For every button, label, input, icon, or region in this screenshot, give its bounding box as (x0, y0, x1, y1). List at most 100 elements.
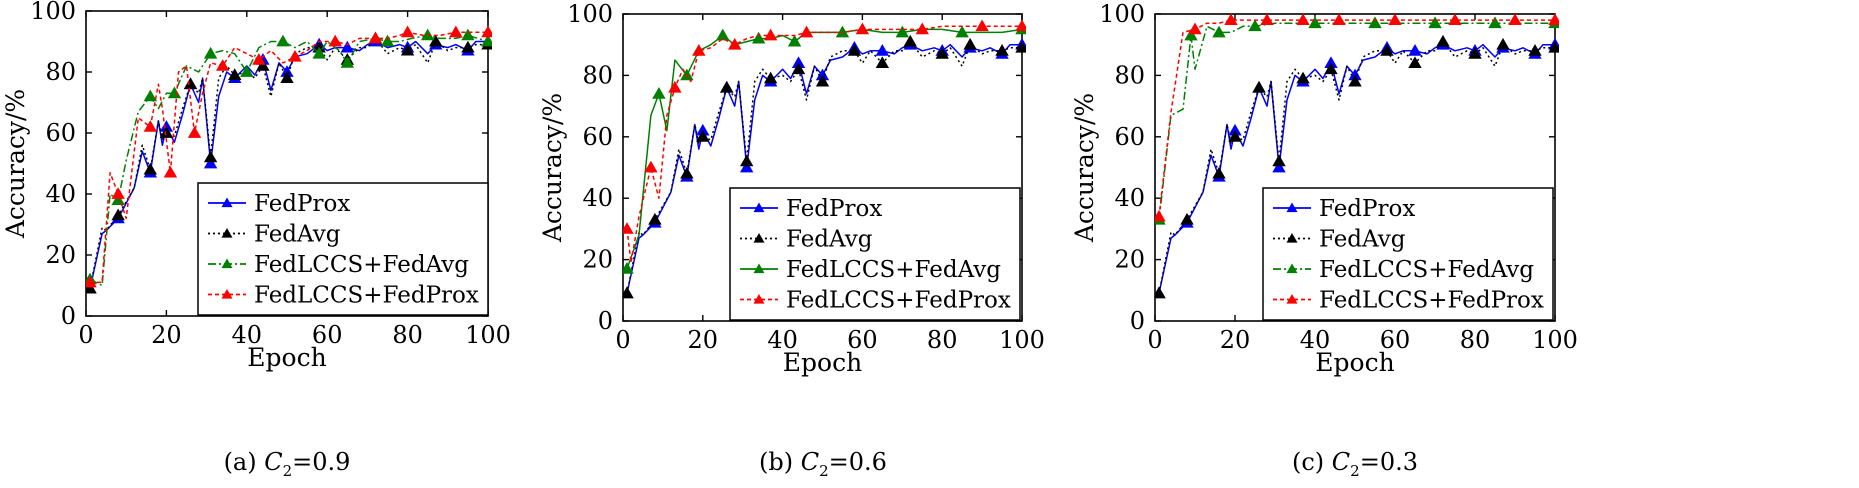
data-point-marker (1368, 16, 1382, 29)
data-point-marker (728, 37, 742, 50)
data-point-marker (1448, 13, 1462, 26)
data-point-marker (340, 56, 354, 68)
data-point-marker (915, 22, 929, 35)
data-point-marker (1528, 44, 1542, 56)
data-point-marker (429, 34, 443, 47)
data-point-marker (111, 208, 125, 221)
data-point-marker (461, 28, 475, 41)
data-point-marker (328, 34, 342, 47)
y-tick-label: 80 (1114, 61, 1145, 89)
x-tick-label: 20 (688, 326, 719, 354)
y-axis-label: Accuracy/% (1, 89, 30, 239)
legend-label: FedLCCS+FedProx (1319, 288, 1544, 314)
data-point-marker (1308, 16, 1322, 29)
legend-box (197, 182, 489, 316)
legend-label: FedLCCS+FedAvg (254, 252, 469, 278)
data-point-marker (799, 25, 814, 38)
data-point-marker (1496, 37, 1510, 50)
data-point-marker (288, 49, 302, 62)
legend-marker (753, 233, 765, 243)
legend-label: FedLCCS+FedAvg (1319, 257, 1534, 283)
y-tick-label: 40 (45, 180, 76, 208)
data-point-marker (875, 44, 890, 56)
legend-label: FedAvg (254, 222, 341, 248)
data-point-marker (215, 59, 230, 71)
data-point-marker (1380, 44, 1394, 56)
x-tick-label: 80 (927, 326, 958, 354)
data-point-marker (740, 154, 754, 167)
legend-marker (1286, 263, 1298, 274)
legend-marker (221, 228, 233, 238)
data-point-marker (875, 56, 890, 69)
data-point-marker (1184, 28, 1198, 41)
caption-value: =0.3 (1360, 448, 1418, 476)
x-tick-label: 60 (312, 321, 343, 349)
data-point-marker (312, 46, 326, 59)
data-point-marker (163, 165, 178, 178)
x-tick-label: 60 (847, 326, 878, 354)
x-tick-label: 0 (615, 326, 630, 354)
axes-frame (1154, 13, 1556, 322)
data-point-marker (111, 193, 125, 206)
x-tick-label: 0 (1147, 326, 1162, 354)
x-tick-label: 40 (1300, 326, 1331, 354)
y-tick-label: 40 (1114, 184, 1145, 212)
data-point-marker (975, 19, 989, 32)
data-point-marker (461, 40, 475, 53)
caption-subscript: 2 (283, 462, 293, 480)
data-point-marker (623, 286, 634, 299)
y-axis-label: Accuracy/% (538, 93, 567, 243)
caption-prefix: (c) (1292, 448, 1332, 476)
legend-box (1262, 187, 1554, 321)
data-point-marker (143, 89, 158, 102)
data-point-marker (1228, 129, 1242, 142)
legend-marker (221, 289, 233, 299)
data-point-marker (652, 87, 666, 99)
data-point-marker (1436, 34, 1450, 47)
data-point-marker (252, 52, 266, 65)
series-line-fedlccs-fedavg (1158, 22, 1555, 220)
data-point-marker (86, 281, 97, 294)
data-point-marker (1408, 56, 1422, 69)
data-layer (623, 19, 1026, 299)
y-tick-label: 40 (582, 184, 613, 212)
legend-label: FedAvg (1319, 227, 1406, 253)
data-point-marker (1296, 71, 1310, 84)
y-tick-label: 100 (30, 0, 76, 25)
data-point-marker (963, 37, 977, 50)
data-point-marker (1212, 166, 1226, 179)
legend-label: FedProx (786, 196, 882, 222)
data-point-marker (368, 31, 383, 44)
y-tick-label: 20 (582, 246, 613, 274)
data-point-marker (1015, 19, 1026, 32)
x-tick-label: 80 (1460, 326, 1491, 354)
legend-box (729, 187, 1021, 321)
data-point-marker (340, 40, 354, 53)
data-point-marker (791, 62, 806, 75)
data-point-marker (644, 160, 658, 173)
x-axis-label: Epoch (783, 348, 862, 377)
data-point-marker (623, 262, 634, 274)
data-point-marker (481, 25, 492, 38)
series-line-fedlccs-fedprox (90, 31, 488, 284)
data-point-marker (143, 120, 158, 132)
data-point-marker (1468, 47, 1482, 59)
data-point-marker (111, 187, 125, 199)
y-tick-label: 60 (582, 123, 613, 151)
legend: FedProx FedAvg FedLCCS+FedAvg FedLCCS+FedPr… (1262, 187, 1554, 321)
data-point-marker (1296, 13, 1310, 26)
data-point-marker (1348, 74, 1362, 87)
data-point-marker (1548, 13, 1559, 26)
data-point-marker (1252, 80, 1266, 93)
legend-marker (753, 202, 765, 213)
data-point-marker (623, 222, 634, 234)
x-axis-label: Epoch (247, 343, 326, 372)
caption-value: =0.9 (292, 448, 350, 476)
data-point-marker (1224, 13, 1238, 26)
data-point-marker (740, 160, 754, 173)
data-point-marker (481, 34, 492, 47)
data-point-marker (449, 25, 463, 38)
data-point-marker (1272, 154, 1286, 167)
panel-caption: (b) C2=0.6 (759, 448, 887, 480)
data-point-marker (280, 71, 294, 83)
